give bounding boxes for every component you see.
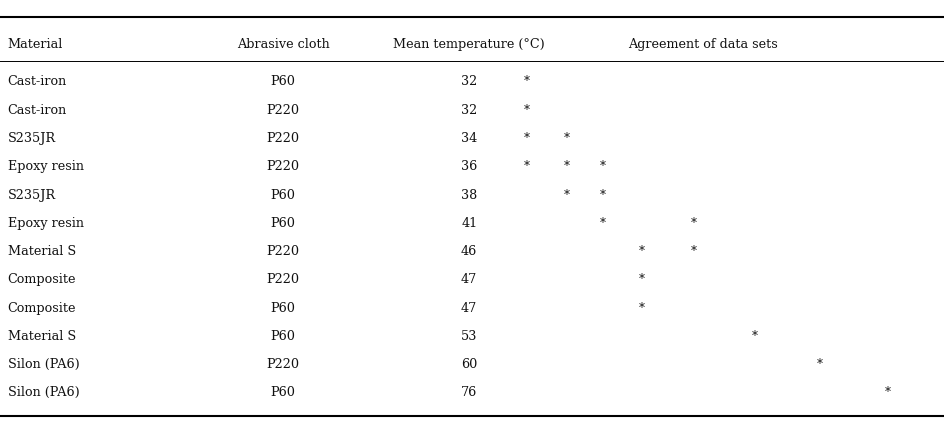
Text: Cast-iron: Cast-iron: [8, 75, 67, 89]
Text: Composite: Composite: [8, 273, 76, 286]
Text: Cast-iron: Cast-iron: [8, 104, 67, 117]
Text: Mean temperature (°C): Mean temperature (°C): [394, 38, 545, 51]
Text: 34: 34: [461, 132, 478, 145]
Text: S235JR: S235JR: [8, 132, 56, 145]
Text: S235JR: S235JR: [8, 189, 56, 201]
Text: 38: 38: [461, 189, 478, 201]
Text: *: *: [639, 301, 645, 315]
Text: 41: 41: [461, 217, 478, 230]
Text: *: *: [524, 75, 530, 89]
Text: 32: 32: [461, 104, 478, 117]
Text: *: *: [524, 132, 530, 145]
Text: P220: P220: [267, 104, 299, 117]
Text: P60: P60: [271, 386, 295, 399]
Text: Agreement of data sets: Agreement of data sets: [629, 38, 778, 51]
Text: 32: 32: [461, 75, 478, 89]
Text: *: *: [564, 132, 569, 145]
Text: *: *: [564, 160, 569, 173]
Text: Abrasive cloth: Abrasive cloth: [237, 38, 329, 51]
Text: *: *: [691, 217, 697, 230]
Text: *: *: [885, 386, 890, 399]
Text: 76: 76: [461, 386, 478, 399]
Text: Epoxy resin: Epoxy resin: [8, 217, 84, 230]
Text: Composite: Composite: [8, 301, 76, 315]
Text: 46: 46: [461, 245, 478, 258]
Text: *: *: [691, 245, 697, 258]
Text: P60: P60: [271, 75, 295, 89]
Text: P220: P220: [267, 132, 299, 145]
Text: P60: P60: [271, 217, 295, 230]
Text: *: *: [599, 160, 605, 173]
Text: P220: P220: [267, 160, 299, 173]
Text: 47: 47: [461, 301, 478, 315]
Text: 36: 36: [461, 160, 478, 173]
Text: Silon (PA6): Silon (PA6): [8, 386, 79, 399]
Text: *: *: [599, 217, 605, 230]
Text: 60: 60: [461, 358, 478, 371]
Text: P60: P60: [271, 301, 295, 315]
Text: *: *: [524, 160, 530, 173]
Text: P220: P220: [267, 273, 299, 286]
Text: Epoxy resin: Epoxy resin: [8, 160, 84, 173]
Text: Silon (PA6): Silon (PA6): [8, 358, 79, 371]
Text: P60: P60: [271, 189, 295, 201]
Text: Material: Material: [8, 38, 63, 51]
Text: P220: P220: [267, 245, 299, 258]
Text: *: *: [817, 358, 822, 371]
Text: *: *: [524, 104, 530, 117]
Text: *: *: [639, 273, 645, 286]
Text: P220: P220: [267, 358, 299, 371]
Text: 53: 53: [461, 330, 478, 343]
Text: P60: P60: [271, 330, 295, 343]
Text: *: *: [752, 330, 758, 343]
Text: *: *: [599, 189, 605, 201]
Text: Material S: Material S: [8, 245, 76, 258]
Text: 47: 47: [461, 273, 478, 286]
Text: *: *: [639, 245, 645, 258]
Text: *: *: [564, 189, 569, 201]
Text: Material S: Material S: [8, 330, 76, 343]
